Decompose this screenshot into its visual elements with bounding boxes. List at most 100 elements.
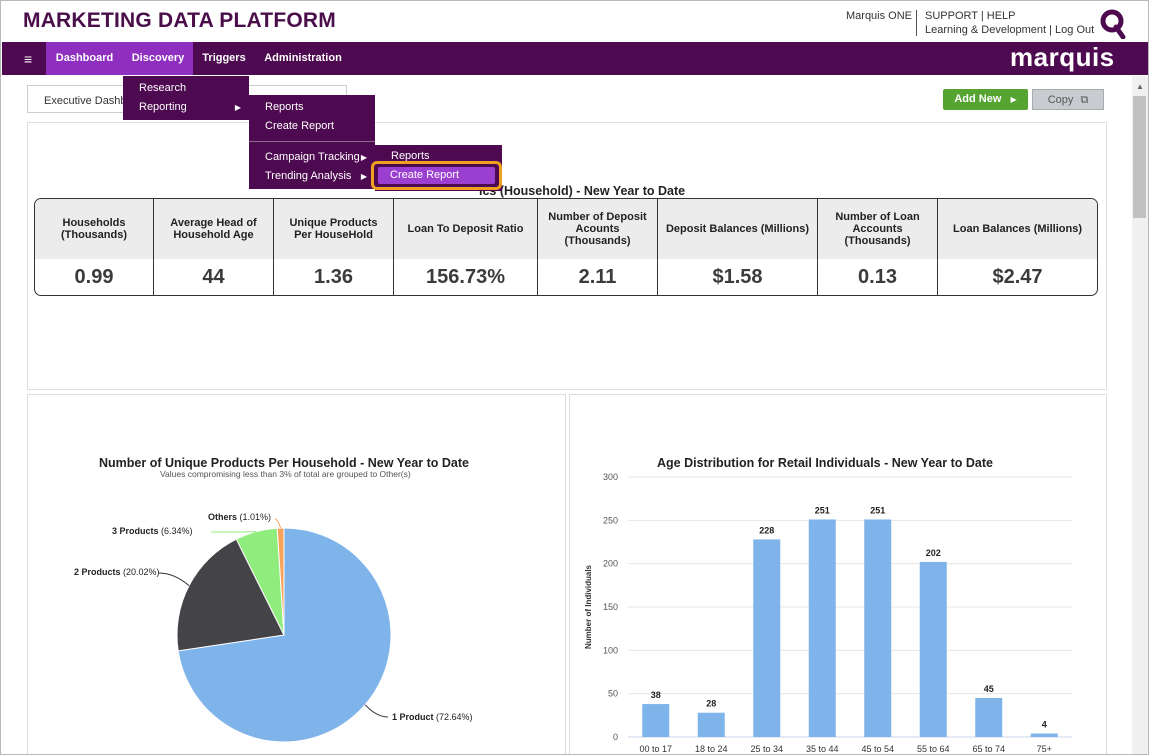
kpi-value: 0.13: [858, 265, 897, 288]
kpi-loan-deposit-ratio: Loan To Deposit Ratio 156.73%: [394, 199, 538, 295]
kpi-value: $1.58: [712, 265, 763, 288]
pie-leader-line: [274, 518, 282, 529]
kpi-label: Unique Products Per HouseHold: [274, 199, 393, 259]
add-new-button[interactable]: Add New ▶: [943, 89, 1028, 110]
y-tick-label: 200: [603, 559, 618, 569]
submenu-arrow-icon: ▶: [360, 153, 367, 162]
menu-item-label: Research: [139, 82, 187, 94]
bar-data-label: 45: [984, 684, 994, 694]
bar-chart: 0 50 100 150 200 250 300 Number of Individuals 3…: [584, 472, 1072, 754]
kpi-loan-balances: Loan Balances (Millions) $2.47: [938, 199, 1097, 295]
kpi-households: Households (Thousands) 0.99: [35, 199, 154, 295]
app-title: MARKETING DATA PLATFORM: [23, 9, 336, 32]
menu-item-label: Create Report: [265, 120, 335, 132]
y-tick-label: 150: [603, 602, 618, 612]
learning-logout-links[interactable]: Learning & Development | Log Out: [925, 24, 1095, 36]
bar[interactable]: [864, 519, 892, 737]
pie-chart: 1 Product (72.64%) 2 Products (20.02%) 3 P…: [74, 512, 473, 743]
copy-button[interactable]: Copy ⧉: [1032, 89, 1104, 110]
scroll-up-icon[interactable]: ▲: [1136, 82, 1144, 91]
x-tick-label: 75+: [1037, 744, 1052, 754]
pie-slice-label: 3 Products (6.34%): [112, 526, 193, 536]
copy-label: Copy: [1047, 94, 1074, 106]
user-menu-link[interactable]: Marquis ONE: [846, 10, 913, 22]
kpi-label: Number of Deposit Acounts (Thousands): [538, 199, 657, 259]
bar-data-label: 228: [759, 525, 774, 535]
bar[interactable]: [697, 712, 725, 737]
y-axis-label: Number of Individuals: [584, 564, 593, 649]
nav-administration[interactable]: Administration: [264, 52, 342, 64]
y-tick-label: 250: [603, 515, 618, 525]
menu-item-reports[interactable]: Reports: [249, 98, 375, 117]
bar-data-label: 28: [706, 699, 716, 709]
menu-item-ct-reports[interactable]: Reports: [375, 147, 502, 166]
pie-leader-line: [158, 572, 190, 586]
nav-discovery[interactable]: Discovery: [123, 42, 193, 75]
scrollbar[interactable]: ▲: [1132, 76, 1148, 754]
x-tick-label: 35 to 44: [806, 744, 839, 754]
kpi-value: 44: [202, 265, 225, 288]
bar[interactable]: [808, 519, 836, 737]
menu-item-label: Trending Analysis: [265, 170, 352, 182]
marquis-logo: marquis: [1010, 42, 1115, 72]
kpi-deposit-accounts: Number of Deposit Acounts (Thousands) 2.1…: [538, 199, 658, 295]
nav-triggers[interactable]: Triggers: [202, 52, 246, 64]
x-tick-label: 00 to 17: [639, 744, 672, 754]
menu-item-research[interactable]: Research: [123, 79, 249, 98]
x-tick-label: 18 to 24: [695, 744, 728, 754]
bar[interactable]: [919, 561, 947, 737]
submenu-arrow-icon: ▶: [234, 103, 241, 112]
x-tick-label: 45 to 54: [861, 744, 894, 754]
discovery-menu: Research Reporting ▶: [123, 76, 249, 120]
y-tick-label: 50: [608, 689, 618, 699]
kpi-value: $2.47: [992, 265, 1043, 288]
kpi-value: 156.73%: [426, 265, 505, 288]
bar[interactable]: [1030, 733, 1058, 737]
hamburger-menu-icon[interactable]: ≡: [24, 51, 33, 67]
add-new-label: Add New: [954, 93, 1002, 105]
search-icon[interactable]: [1100, 9, 1126, 39]
copy-icon: ⧉: [1080, 94, 1089, 106]
x-tick-label: 25 to 34: [750, 744, 783, 754]
menu-item-ct-create-report[interactable]: Create Report: [378, 167, 495, 184]
menu-item-create-report[interactable]: Create Report: [249, 117, 375, 136]
highlighted-create-report: Create Report: [371, 161, 502, 190]
kpi-label: Loan Balances (Millions): [938, 199, 1097, 259]
bar-data-label: 251: [815, 505, 830, 515]
divider: [916, 10, 917, 36]
menu-item-label: Campaign Tracking: [265, 151, 360, 163]
pie-slice-label: 1 Product (72.64%): [392, 712, 473, 722]
reporting-menu: Reports Create Report Campaign Tracking ▶…: [249, 95, 375, 189]
menu-item-reporting[interactable]: Reporting ▶: [123, 98, 249, 117]
x-tick-label: 55 to 64: [917, 744, 950, 754]
y-tick-label: 100: [603, 645, 618, 655]
bar[interactable]: [642, 704, 670, 737]
bar-data-label: 38: [651, 690, 661, 700]
pie-chart-subtitle: Values compromising less than 3% of tota…: [160, 469, 411, 479]
menu-item-label: Reporting: [139, 101, 187, 113]
pie-slice[interactable]: [177, 527, 392, 743]
kpi-label: Average Head of Household Age: [154, 199, 273, 259]
bar[interactable]: [753, 539, 781, 737]
pie-slice-label: Others (1.01%): [208, 512, 271, 522]
menu-item-label: Reports: [265, 101, 304, 113]
menu-item-trending-analysis[interactable]: Trending Analysis ▶: [249, 167, 375, 186]
pie-slice-label: 2 Products (20.02%): [74, 567, 160, 577]
menu-item-campaign-tracking[interactable]: Campaign Tracking ▶: [249, 148, 375, 167]
kpi-value: 0.99: [74, 265, 114, 288]
submenu-arrow-icon: ▶: [360, 172, 367, 181]
kpi-label: Deposit Balances (Millions): [658, 199, 817, 259]
kpi-table: Households (Thousands) 0.99 Average Head …: [34, 198, 1098, 296]
menu-item-label: Reports: [391, 150, 430, 162]
pie-leader-line: [364, 704, 389, 718]
bar[interactable]: [975, 698, 1003, 737]
kpi-loan-accounts: Number of Loan Accounts (Thousands) 0.13: [818, 199, 938, 295]
bar-data-label: 251: [870, 505, 885, 515]
caret-right-icon: ▶: [1010, 95, 1017, 104]
nav-dashboard[interactable]: Dashboard: [46, 42, 123, 75]
bar-data-label: 4: [1042, 720, 1047, 730]
support-help-links[interactable]: SUPPORT | HELP: [925, 10, 1016, 22]
scrollbar-thumb[interactable]: [1133, 96, 1146, 218]
kpi-value: 1.36: [314, 265, 353, 288]
